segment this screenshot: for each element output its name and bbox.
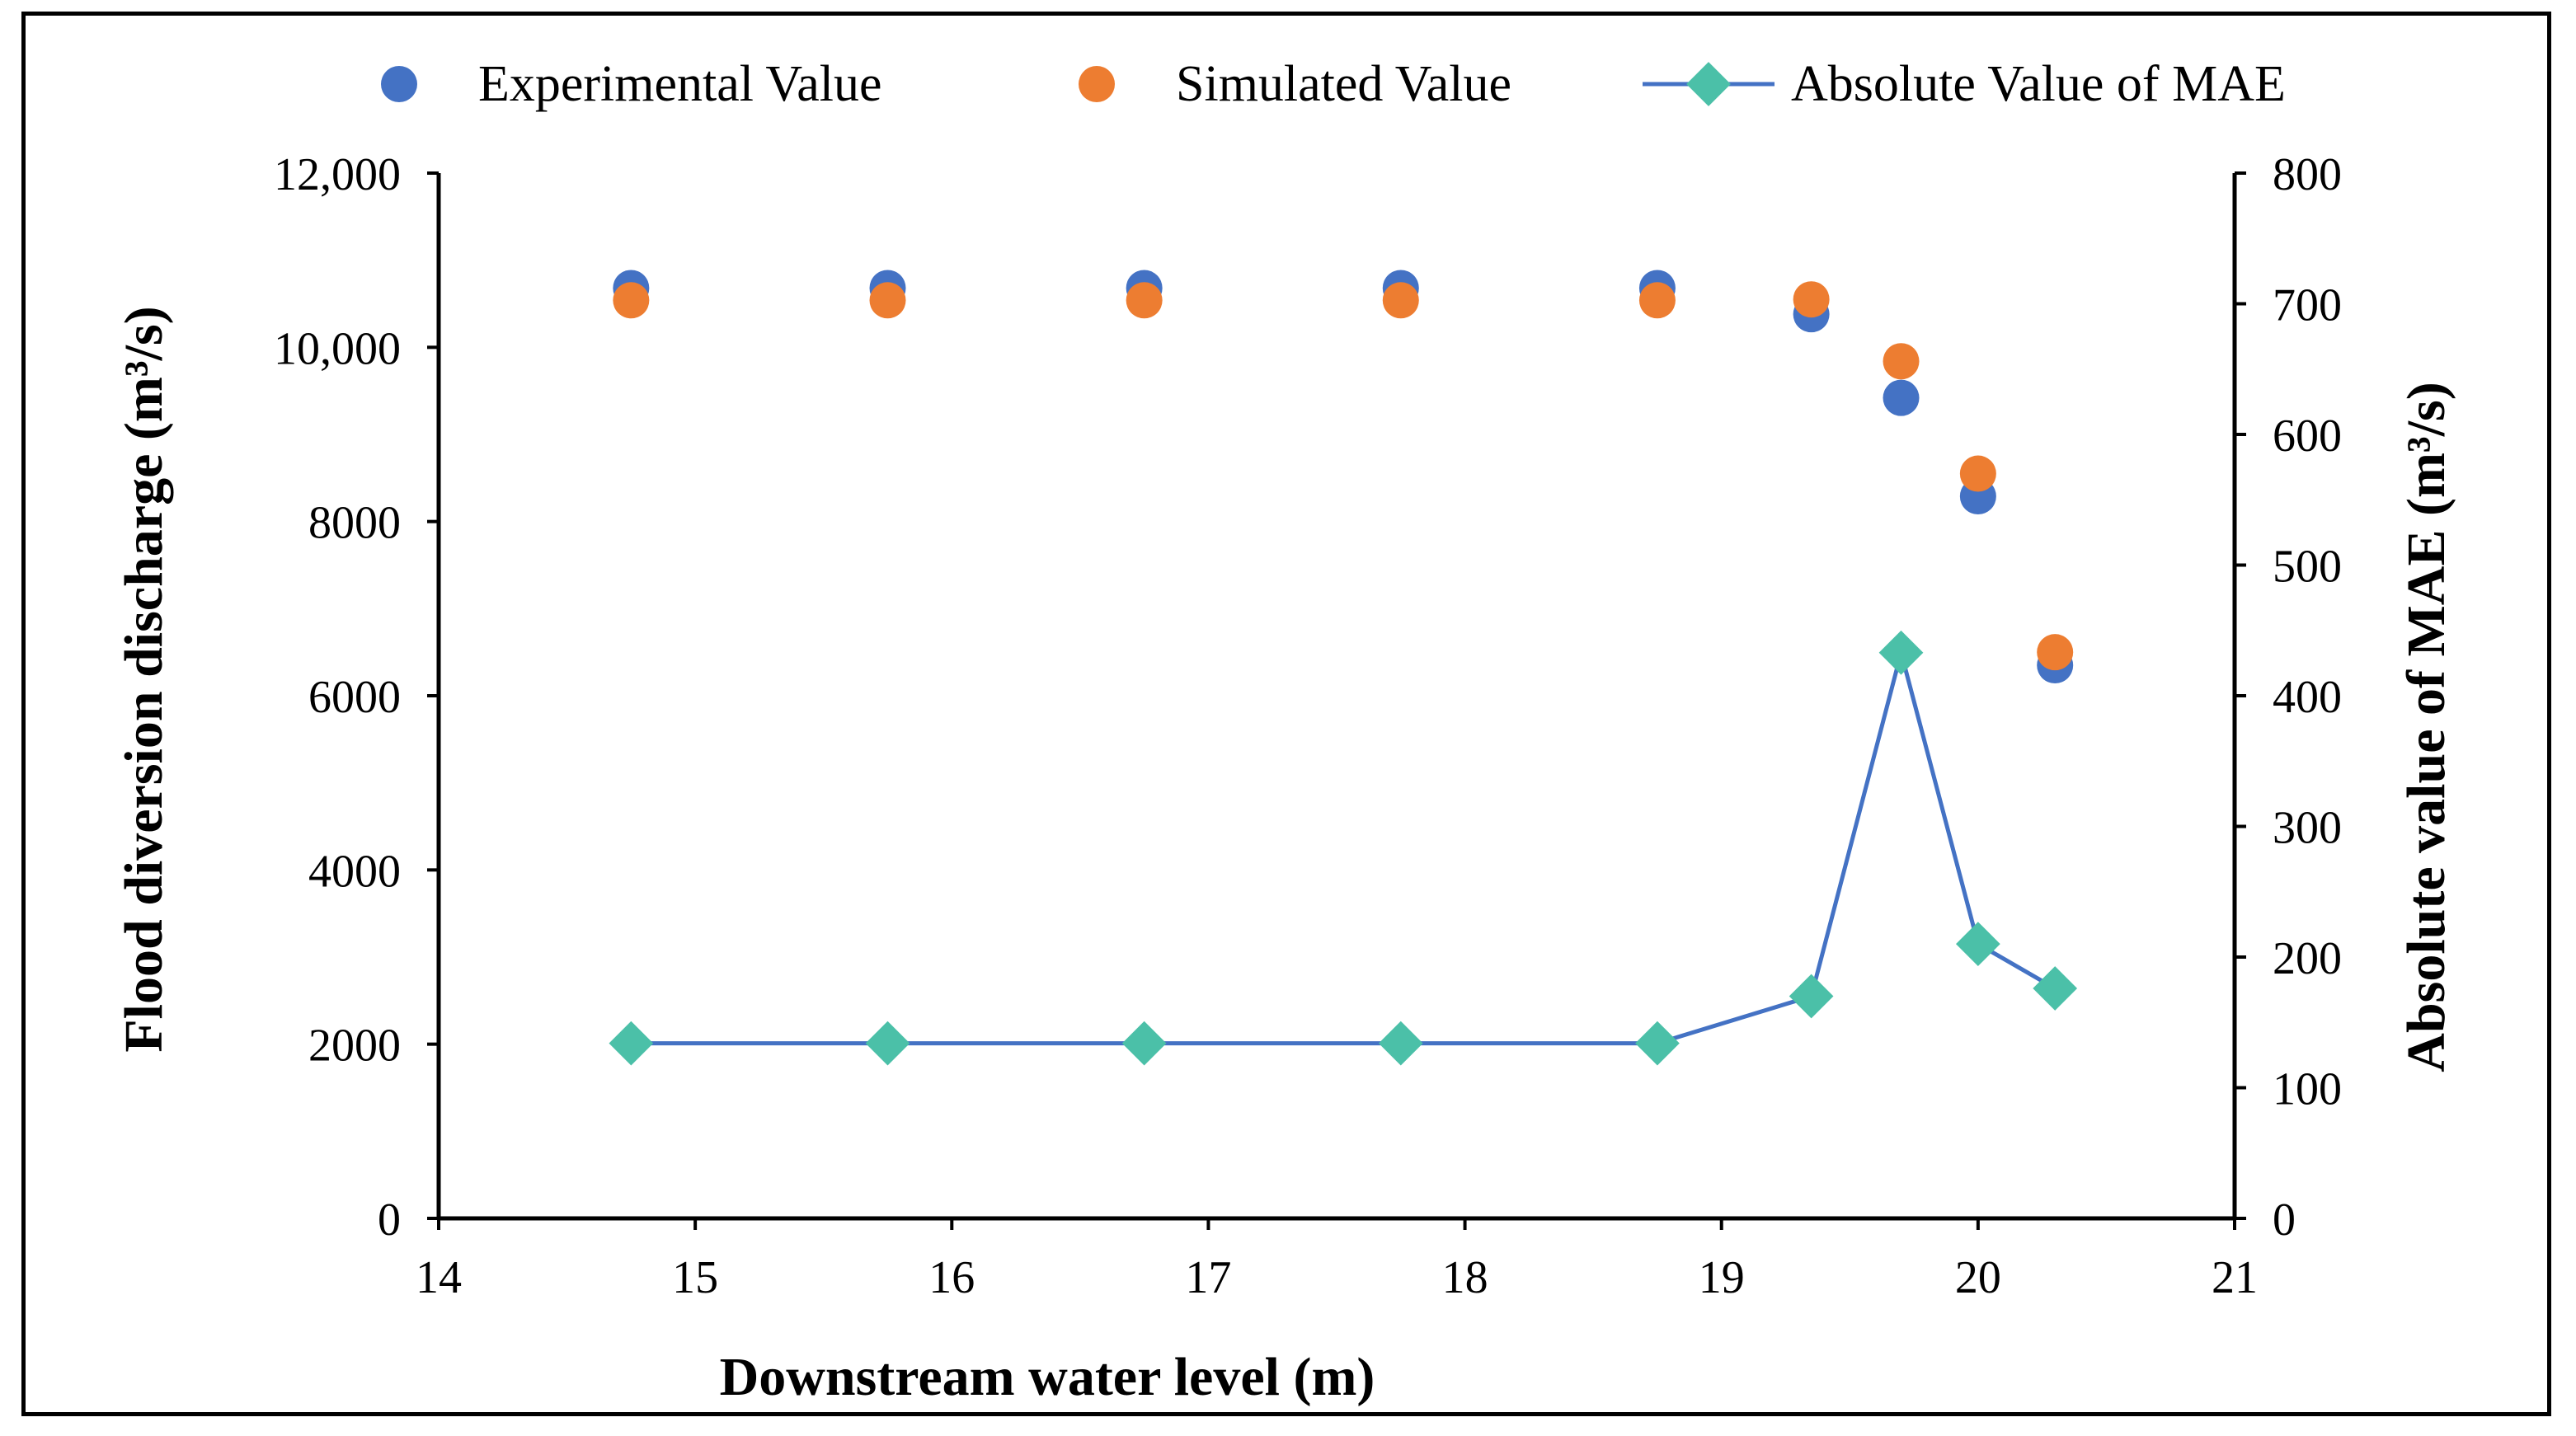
y2-tick-label: 700: [2273, 280, 2342, 331]
y2-axis-ticks: 0 100 200 300 400 500 600 700 800: [2235, 149, 2342, 1246]
legend: Experimental Value Simulated Value Absol…: [381, 56, 2286, 112]
y-tick-label: 12,000: [274, 149, 401, 200]
x-tick-label: 17: [1185, 1252, 1231, 1303]
y-axis-ticks: 0 2000 4000 6000 8000 10,000 12,000: [274, 149, 439, 1246]
y2-tick-label: 500: [2273, 542, 2342, 593]
simulated-point: [1126, 282, 1163, 319]
x-tick-label: 20: [1955, 1252, 2001, 1303]
x-tick-label: 21: [2212, 1252, 2258, 1303]
legend-label-mae: Absolute Value of MAE: [1791, 56, 2286, 112]
legend-marker-experimental: [381, 66, 417, 102]
mae-point: [1635, 1021, 1680, 1066]
legend-label-experimental: Experimental Value: [478, 56, 882, 112]
y2-tick-label: 200: [2273, 933, 2342, 984]
y2-tick-label: 800: [2273, 149, 2342, 200]
x-tick-label: 15: [672, 1252, 718, 1303]
axes: [436, 173, 2237, 1221]
legend-marker-mae: [1686, 62, 1731, 106]
y-tick-label: 8000: [308, 498, 401, 549]
mae-point: [1378, 1021, 1423, 1066]
mae-point: [1121, 1021, 1167, 1066]
mae-point: [609, 1021, 654, 1066]
y-tick-label: 2000: [308, 1021, 401, 1072]
experimental-point: [1883, 379, 1920, 416]
y2-axis-title: Absolute value of MAE (m³/s): [2396, 382, 2456, 1072]
mae-point: [2033, 966, 2078, 1011]
simulated-point: [1793, 281, 1830, 318]
y2-tick-label: 300: [2273, 803, 2342, 854]
simulated-point: [1959, 455, 1996, 492]
x-tick-label: 14: [416, 1252, 462, 1303]
y2-tick-label: 600: [2273, 411, 2342, 462]
legend-label-simulated: Simulated Value: [1176, 56, 1511, 112]
simulated-point: [1382, 282, 1419, 319]
x-tick-label: 19: [1699, 1252, 1745, 1303]
simulated-point: [613, 282, 650, 319]
y-tick-label: 10,000: [274, 323, 401, 374]
y-tick-label: 6000: [308, 672, 401, 723]
y2-tick-label: 400: [2273, 672, 2342, 723]
y-tick-label: 4000: [308, 846, 401, 897]
mae-point: [865, 1021, 910, 1066]
x-tick-label: 18: [1442, 1252, 1488, 1303]
mae-line: [631, 650, 2057, 1046]
simulated-point: [2037, 634, 2074, 671]
legend-marker-simulated: [1079, 66, 1115, 102]
y2-tick-label: 0: [2273, 1194, 2296, 1246]
mae-point: [1955, 922, 2000, 967]
x-tick-label: 16: [928, 1252, 975, 1303]
simulated-point: [1883, 343, 1920, 380]
y-axis-title: Flood diversion discharge (m³/s): [114, 306, 174, 1052]
y-tick-label: 0: [378, 1194, 401, 1246]
series-layer: [609, 270, 2078, 1066]
simulated-point: [869, 282, 906, 319]
x-axis-title: Downstream water level (m): [720, 1347, 1375, 1407]
mae-point: [1789, 974, 1834, 1019]
x-axis-ticks: 14 15 16 17 18 19 20 21: [416, 1218, 2258, 1303]
mae-point: [1878, 630, 1924, 675]
simulated-point: [1638, 282, 1676, 319]
y2-tick-label: 100: [2273, 1064, 2342, 1115]
chart-frame: [21, 12, 2551, 1416]
